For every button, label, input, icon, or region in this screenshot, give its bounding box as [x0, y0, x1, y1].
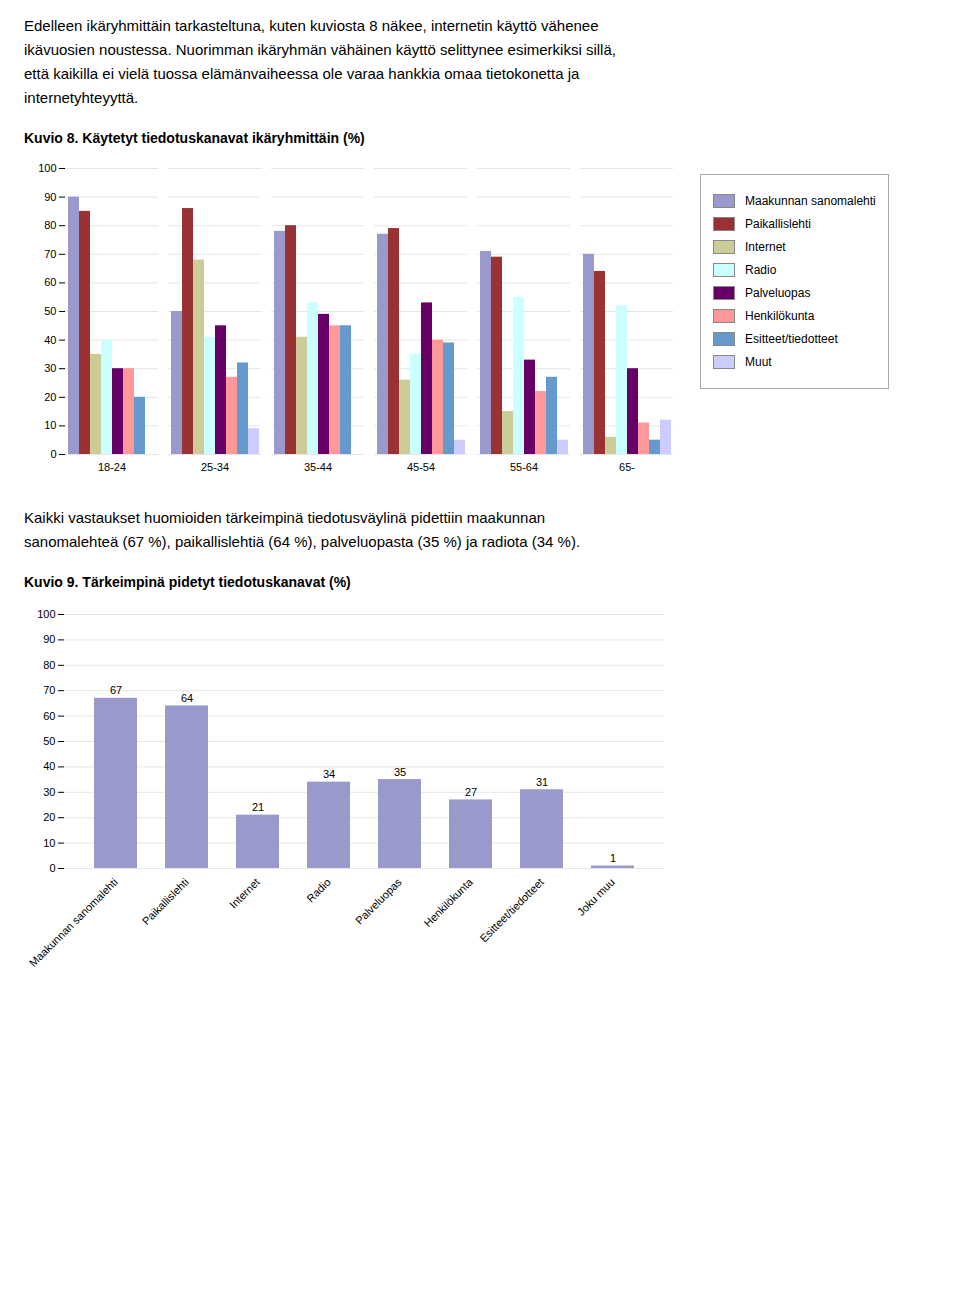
svg-text:21: 21 — [252, 801, 264, 813]
svg-text:60: 60 — [43, 710, 55, 722]
svg-text:100: 100 — [38, 162, 56, 174]
html-text:Internet: Internet — [745, 240, 786, 254]
svg-text:20: 20 — [44, 391, 56, 403]
svg-text:55-64: 55-64 — [510, 461, 538, 473]
svg-text:45-54: 45-54 — [407, 461, 435, 473]
svg-text:31: 31 — [536, 776, 548, 788]
html-text:Palveluopas: Palveluopas — [745, 286, 811, 300]
html-text:Henkilökunta: Henkilökunta — [745, 309, 815, 323]
svg-text:1: 1 — [610, 852, 616, 864]
html-text:Maakunnan sanomalehti: Maakunnan sanomalehti — [745, 194, 876, 208]
html-text:Paikallislehti: Paikallislehti — [745, 217, 811, 231]
svg-text:18-24: 18-24 — [98, 461, 126, 473]
svg-text:Maakunnan sanomalehti: Maakunnan sanomalehti — [27, 876, 120, 969]
svg-text:20: 20 — [43, 811, 55, 823]
html-text:Kuvio 9. Tärkeimpinä pidetyt t: Kuvio 9. Tärkeimpinä pidetyt tiedotuskan… — [24, 574, 351, 590]
html-text:sanomalehteä (67 %), paikallis: sanomalehteä (67 %), paikallislehtiä (64… — [24, 533, 581, 550]
html-text:että kaikilla ei vielä tuossa: että kaikilla ei vielä tuossa elämänvaih… — [24, 65, 580, 82]
svg-text:67: 67 — [110, 684, 122, 696]
svg-text:50: 50 — [43, 735, 55, 747]
html-text:internetyhteyyttä.: internetyhteyyttä. — [24, 89, 139, 106]
svg-text:40: 40 — [43, 760, 55, 772]
html-text:ikävuosien noustessa. Nuorimma: ikävuosien noustessa. Nuorimman ikäryhmä… — [24, 41, 616, 58]
svg-text:0: 0 — [50, 448, 56, 460]
html-text:Radio: Radio — [745, 263, 777, 277]
svg-text:Henkilökunta: Henkilökunta — [421, 875, 475, 929]
svg-text:30: 30 — [43, 786, 55, 798]
svg-text:Joku muu: Joku muu — [575, 876, 617, 918]
svg-text:25-34: 25-34 — [201, 461, 229, 473]
svg-text:34: 34 — [323, 768, 335, 780]
svg-text:10: 10 — [43, 837, 55, 849]
svg-text:90: 90 — [44, 191, 56, 203]
svg-text:65-: 65- — [619, 461, 635, 473]
svg-text:40: 40 — [44, 334, 56, 346]
svg-text:Palveluopas: Palveluopas — [353, 875, 404, 926]
svg-text:Radio: Radio — [304, 876, 333, 905]
html-text:Kuvio 8. Käytetyt tiedotuskana: Kuvio 8. Käytetyt tiedotuskanavat ikäryh… — [24, 130, 365, 146]
svg-text:0: 0 — [49, 862, 55, 874]
svg-text:70: 70 — [43, 684, 55, 696]
html-text:Kaikki vastaukset huomioiden t: Kaikki vastaukset huomioiden tärkeimpinä… — [24, 509, 546, 526]
svg-text:Esitteet/tiedotteet: Esitteet/tiedotteet — [477, 876, 546, 945]
html-text:Edelleen ikäryhmittäin tarkast: Edelleen ikäryhmittäin tarkasteltuna, ku… — [24, 17, 599, 34]
svg-text:100: 100 — [37, 608, 55, 620]
svg-text:Paikallislehti: Paikallislehti — [140, 876, 191, 927]
svg-text:80: 80 — [43, 659, 55, 671]
svg-text:Internet: Internet — [227, 876, 262, 911]
svg-text:90: 90 — [43, 633, 55, 645]
svg-text:35-44: 35-44 — [304, 461, 332, 473]
html-text:Esitteet/tiedotteet: Esitteet/tiedotteet — [745, 332, 838, 346]
svg-text:64: 64 — [181, 692, 193, 704]
svg-text:60: 60 — [44, 276, 56, 288]
svg-text:50: 50 — [44, 305, 56, 317]
svg-text:70: 70 — [44, 248, 56, 260]
svg-text:30: 30 — [44, 362, 56, 374]
svg-text:80: 80 — [44, 219, 56, 231]
svg-text:35: 35 — [394, 766, 406, 778]
svg-text:27: 27 — [465, 786, 477, 798]
svg-text:10: 10 — [44, 419, 56, 431]
html-text:Muut: Muut — [745, 355, 772, 369]
